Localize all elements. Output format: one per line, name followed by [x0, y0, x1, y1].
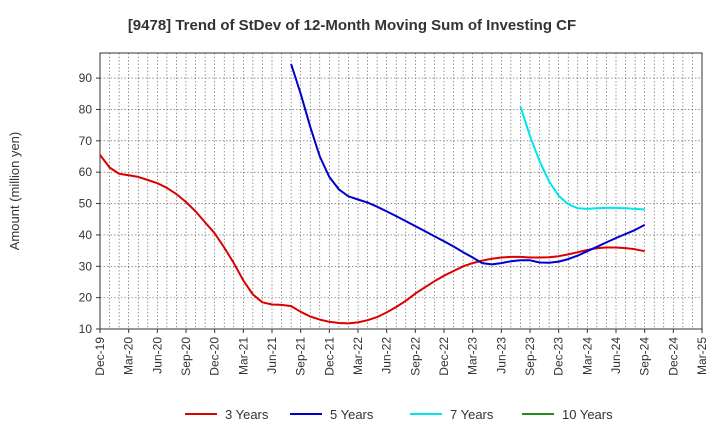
y-tick-label: 90 [79, 71, 93, 85]
series-line-3-years [99, 154, 645, 325]
x-tick-label: Dec-21 [322, 337, 336, 376]
y-axis-label: Amount (million yen) [7, 132, 22, 251]
x-tick-label: Dec-24 [666, 337, 680, 376]
chart-title: [9478] Trend of StDev of 12-Month Moving… [128, 17, 576, 34]
plot-area [99, 52, 703, 330]
grid-lines [100, 53, 702, 330]
x-tick-label: Sep-23 [523, 337, 537, 376]
x-tick-label: Dec-23 [552, 337, 566, 376]
x-tick-label: Sep-24 [638, 337, 652, 376]
y-tick-label: 10 [79, 322, 93, 336]
x-tick-label: Sep-21 [294, 337, 308, 376]
x-tick-label: Mar-23 [466, 337, 480, 375]
y-tick-label: 20 [79, 291, 93, 305]
y-tick-label: 50 [79, 197, 93, 211]
x-tick-label: Mar-22 [351, 337, 365, 375]
series-lines [99, 63, 646, 325]
legend-label: 7 Years [450, 407, 494, 422]
legend-label: 3 Years [225, 407, 269, 422]
x-tick-label: Mar-20 [122, 337, 136, 375]
x-tick-label: Jun-21 [265, 337, 279, 374]
series-line-7-years [519, 105, 645, 211]
y-tick-label: 70 [79, 134, 93, 148]
y-axis-ticks: 10 20 30 40 50 60 70 80 90 [79, 71, 100, 336]
x-tick-label: Jun-23 [494, 337, 508, 374]
y-tick-label: 30 [79, 259, 93, 273]
x-tick-label: Mar-24 [580, 337, 594, 375]
x-tick-label: Sep-20 [179, 337, 193, 376]
legend-label: 5 Years [330, 407, 374, 422]
x-tick-label: Jun-20 [150, 337, 164, 374]
x-tick-label: Dec-19 [93, 337, 107, 376]
x-tick-label: Sep-22 [408, 337, 422, 376]
y-tick-label: 60 [79, 165, 93, 179]
x-axis-ticks: Dec-19 Mar-20 Jun-20 Sep-20 Dec-20 Mar-21 Jun-… [93, 329, 709, 376]
x-tick-label: Jun-22 [380, 337, 394, 374]
x-tick-label: Dec-20 [208, 337, 222, 376]
x-tick-label: Dec-22 [437, 337, 451, 376]
y-tick-label: 80 [79, 102, 93, 116]
x-tick-label: Mar-25 [695, 337, 709, 375]
legend-label: 10 Years [562, 407, 613, 422]
series-line-5-years [290, 63, 646, 266]
legend: 3 Years 5 Years 7 Years 10 Years [185, 407, 613, 422]
x-tick-label: Mar-21 [236, 337, 250, 375]
y-tick-label: 40 [79, 228, 93, 242]
x-tick-label: Jun-24 [609, 337, 623, 374]
